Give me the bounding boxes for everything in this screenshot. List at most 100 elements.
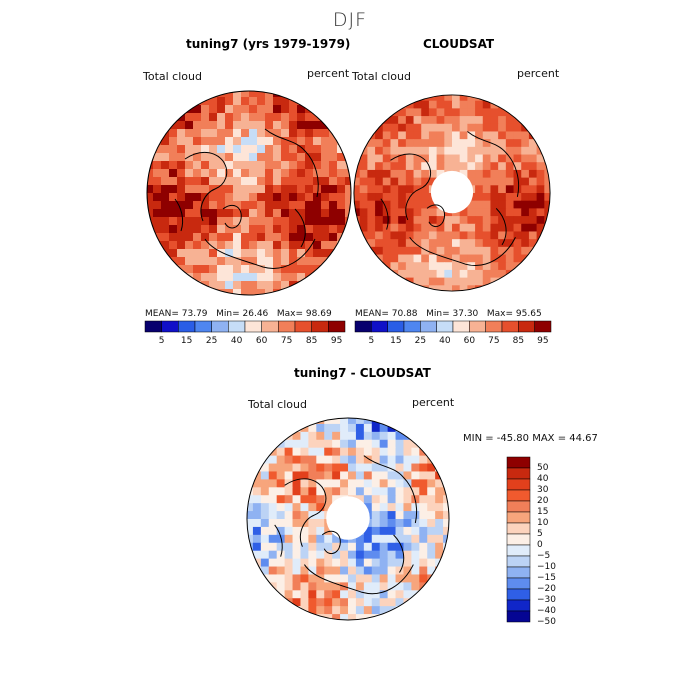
map-cell — [513, 154, 522, 163]
map-cell — [252, 526, 262, 536]
map-cell — [382, 216, 391, 225]
map-cell — [427, 511, 436, 520]
map-cell — [241, 201, 250, 210]
colorbar-swatch — [485, 320, 503, 333]
map-cell — [505, 277, 515, 286]
map-cell — [260, 503, 270, 512]
map-cell — [324, 431, 333, 441]
map-cell — [387, 471, 397, 480]
map-cell — [411, 487, 420, 496]
map-cell — [340, 542, 349, 552]
map-cell — [482, 208, 491, 217]
map-cell — [300, 431, 309, 441]
map-cell — [536, 162, 545, 171]
map-cell — [313, 217, 322, 226]
map-cell — [340, 439, 349, 449]
map-cell — [332, 606, 341, 615]
map-cell — [324, 598, 333, 607]
map-cell — [217, 281, 226, 290]
colorbar-tick-label: 85 — [512, 336, 525, 346]
map-cell — [405, 254, 415, 263]
map-cell — [316, 574, 325, 583]
map-cell — [185, 177, 194, 186]
map-cell — [505, 185, 515, 194]
map-cell — [421, 146, 430, 156]
map-cell — [340, 614, 349, 621]
map-cell — [265, 177, 274, 186]
map-cell — [297, 217, 306, 226]
map-cell — [281, 289, 290, 295]
map-cell — [403, 511, 412, 520]
coastline — [409, 236, 516, 266]
map-cell — [276, 566, 286, 575]
map-cell — [436, 162, 445, 171]
map-cell — [225, 137, 234, 146]
map-cell — [428, 108, 438, 117]
map-cell — [505, 231, 515, 240]
map-cell — [411, 519, 420, 528]
map-cell — [367, 231, 376, 240]
map-cell — [371, 582, 381, 591]
diff-colorbar-swatch — [506, 522, 531, 535]
map-cell — [252, 550, 262, 560]
map-cell — [359, 193, 368, 202]
map-cell — [490, 139, 499, 148]
map-cell — [225, 169, 234, 178]
map-cell — [475, 193, 484, 202]
map-cell — [305, 233, 314, 242]
map-cell — [387, 574, 397, 583]
map-cell — [281, 273, 290, 282]
map-cell — [452, 162, 461, 171]
map-cell — [321, 169, 330, 178]
map-cell — [281, 233, 290, 242]
map-cell — [421, 200, 430, 209]
map-cell — [435, 550, 444, 560]
map-cell — [348, 574, 357, 583]
map-cell — [241, 105, 250, 114]
map-cell — [300, 590, 309, 599]
map-cell — [355, 542, 365, 552]
map-cell — [297, 185, 306, 194]
map-cell — [363, 542, 373, 552]
obs-colorbar-ticks: 5 15 25 40 60 75 85 95 — [355, 336, 551, 348]
map-cell — [313, 201, 322, 210]
map-cell — [371, 495, 381, 504]
map-cell — [452, 254, 461, 263]
map-cell — [209, 169, 218, 178]
map-cell — [490, 254, 499, 263]
coastline — [274, 524, 283, 557]
diff-panel-title: tuning7 - CLOUDSAT — [294, 366, 431, 380]
map-cell — [241, 153, 250, 162]
map-cell — [332, 598, 341, 607]
map-cell — [444, 139, 453, 148]
colorbar-tick-label: 75 — [488, 336, 500, 346]
map-cell — [249, 241, 258, 250]
map-cell — [217, 257, 226, 266]
coastline — [304, 564, 414, 595]
map-cell — [177, 201, 186, 210]
map-cell — [313, 145, 322, 154]
map-cell — [475, 100, 484, 109]
map-cell — [435, 511, 444, 520]
map-cell — [359, 223, 368, 232]
map-cell — [225, 177, 234, 186]
map-cell — [284, 534, 294, 544]
map-cell — [185, 193, 194, 202]
diff-colorbar-tick-label: 20 — [537, 495, 549, 506]
map-cell — [201, 241, 210, 250]
map-cell — [281, 161, 290, 170]
map-cell — [363, 598, 373, 607]
map-cell — [193, 129, 202, 138]
map-cell — [316, 606, 325, 615]
map-cell — [403, 542, 412, 552]
map-cell — [308, 582, 317, 591]
map-cell — [348, 590, 357, 599]
map-cell — [390, 254, 399, 263]
map-cell — [185, 185, 194, 194]
map-cell — [241, 241, 250, 250]
map-cell — [411, 479, 420, 488]
map-cell — [428, 246, 438, 256]
map-cell — [498, 262, 507, 271]
map-cell — [340, 423, 349, 433]
map-cell — [284, 558, 294, 568]
